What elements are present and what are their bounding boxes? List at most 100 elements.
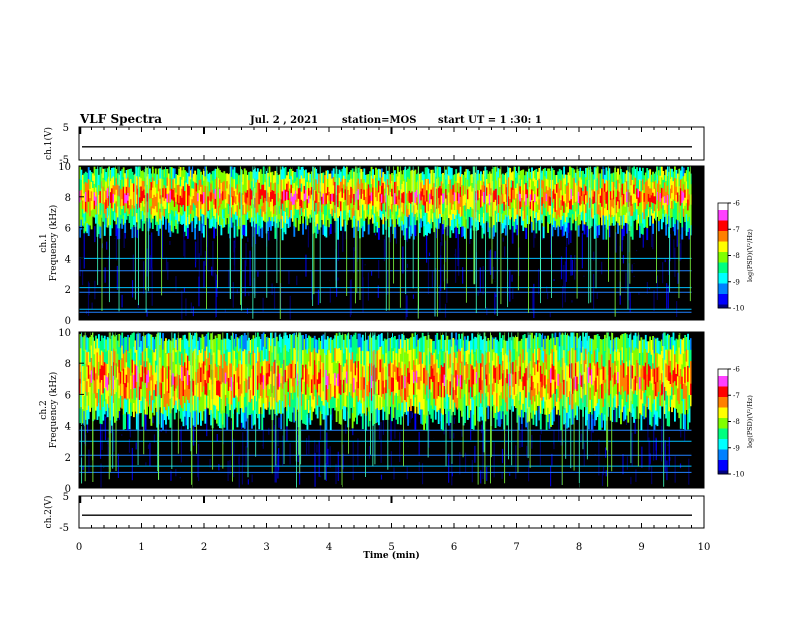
spectrogram-cell (474, 410, 476, 425)
spectrogram-cell (199, 220, 201, 231)
spectrogram-cell (470, 228, 472, 239)
spectrogram-cell (237, 412, 239, 427)
spectrogram-cell (525, 227, 527, 239)
y-tick-label: 2 (65, 285, 71, 296)
spectrogram-cell (623, 225, 625, 236)
spectrogram-cell (674, 224, 676, 236)
spectrogram-cell (337, 228, 339, 239)
spectrogram-cell (378, 410, 380, 426)
spectrogram-cell (223, 413, 225, 428)
spectrogram-cell (509, 219, 511, 230)
spectrogram-cell (584, 224, 586, 234)
spectrogram-cell (626, 223, 628, 234)
spectrogram-cell (658, 221, 660, 231)
spectrogram-cell (363, 220, 365, 231)
ch1-waveform-panel: 5-5ch.1(V) (43, 123, 704, 166)
spectrogram-end-strip (692, 167, 704, 320)
spectrogram-cell (495, 221, 497, 232)
y-axis-title: ch.1(V) (43, 127, 54, 160)
y-axis-title: ch.1Frequency (kHz) (39, 205, 59, 282)
spectrogram-cell (535, 222, 537, 233)
spectrogram-cell (368, 224, 370, 234)
spectrogram-cell (603, 227, 605, 240)
spectrogram-cell (362, 413, 364, 429)
spectrogram-cell (203, 226, 205, 238)
spectrogram-cell (293, 226, 295, 237)
spectrogram-cell (353, 226, 355, 237)
spectrogram-cell (169, 413, 171, 428)
spectrogram-cell (325, 226, 327, 237)
spectrogram-cell (414, 225, 416, 236)
y-tick-label: 0 (65, 316, 71, 327)
spectrogram-cell (652, 223, 654, 234)
spectrogram-cell (568, 222, 570, 232)
spectrogram-cell (261, 227, 263, 238)
spectrogram-cell (177, 223, 179, 233)
spectrogram-cell (489, 227, 491, 239)
y-tick-label: 10 (58, 162, 71, 173)
start-time-label: start UT = 1 :30: 1 (438, 115, 542, 126)
spectrogram-cell (330, 224, 332, 234)
spectrogram-cell (194, 411, 196, 427)
spectrogram-cell (124, 413, 126, 429)
spectrogram-cell (438, 410, 440, 424)
spectrogram-cell (132, 227, 134, 238)
spectrogram-cell (543, 215, 545, 227)
date-label: Jul. 2 , 2021 (249, 115, 318, 126)
chart-title: VLF Spectra (79, 112, 162, 126)
spectrogram-cell (414, 413, 416, 430)
spectrogram-cell (407, 411, 409, 426)
spectrogram-cell (442, 414, 444, 430)
spectrogram-cell (575, 221, 577, 231)
spectrogram-cell (245, 225, 247, 236)
spectrogram-cell (344, 406, 346, 421)
spectrogram-cell (307, 414, 309, 430)
spectrogram-cell (543, 226, 545, 238)
spectrogram-cell (194, 228, 196, 240)
spectrogram-cell (124, 223, 126, 233)
spectrogram-cell (330, 414, 332, 430)
spectrogram-cell (432, 409, 434, 423)
spectrogram-cell (142, 411, 144, 426)
spectrogram-cell (489, 216, 491, 228)
spectrogram-cell (646, 228, 648, 240)
spectrogram-cell (337, 218, 339, 229)
spectrogram-cell (632, 227, 634, 239)
y-tick-label: 4 (65, 254, 71, 265)
spectrogram-cell (274, 227, 276, 239)
spectrogram-cell (295, 218, 297, 228)
spectrogram-cell (598, 225, 600, 236)
spectrogram-cell (302, 223, 304, 235)
spectrogram-cell (325, 415, 327, 430)
spectrogram-cell (464, 227, 466, 239)
spectrogram-cell (455, 226, 457, 238)
spectrogram-cell (426, 415, 428, 430)
spectrogram-cell (382, 224, 384, 235)
spectrogram-cell (280, 414, 282, 430)
spectrogram-cell (665, 224, 667, 235)
spectrogram-cell (578, 225, 580, 237)
y-tick-label: 8 (65, 193, 71, 204)
spectrogram-cell (378, 228, 380, 240)
spectrogram-cell (483, 223, 485, 234)
station-label: station=MOS (342, 115, 416, 126)
spectrogram-cell (234, 226, 236, 238)
spectrogram-cell (99, 226, 101, 238)
spectrogram-cell (317, 405, 319, 418)
spectrogram-cell (165, 219, 167, 230)
spectrogram-cell (467, 218, 469, 228)
spectrogram-cell (191, 221, 193, 232)
spectrogram-cell (204, 409, 206, 424)
spectrogram-cell (464, 408, 466, 423)
spectrogram-cell (187, 228, 189, 239)
spectrogram-cell (394, 227, 396, 239)
spectrogram-cell (649, 216, 651, 226)
spectrogram-cell (681, 227, 683, 240)
spectrogram-cell (505, 225, 507, 236)
spectrogram-cell (145, 414, 147, 430)
spectrogram-cell (533, 220, 535, 230)
